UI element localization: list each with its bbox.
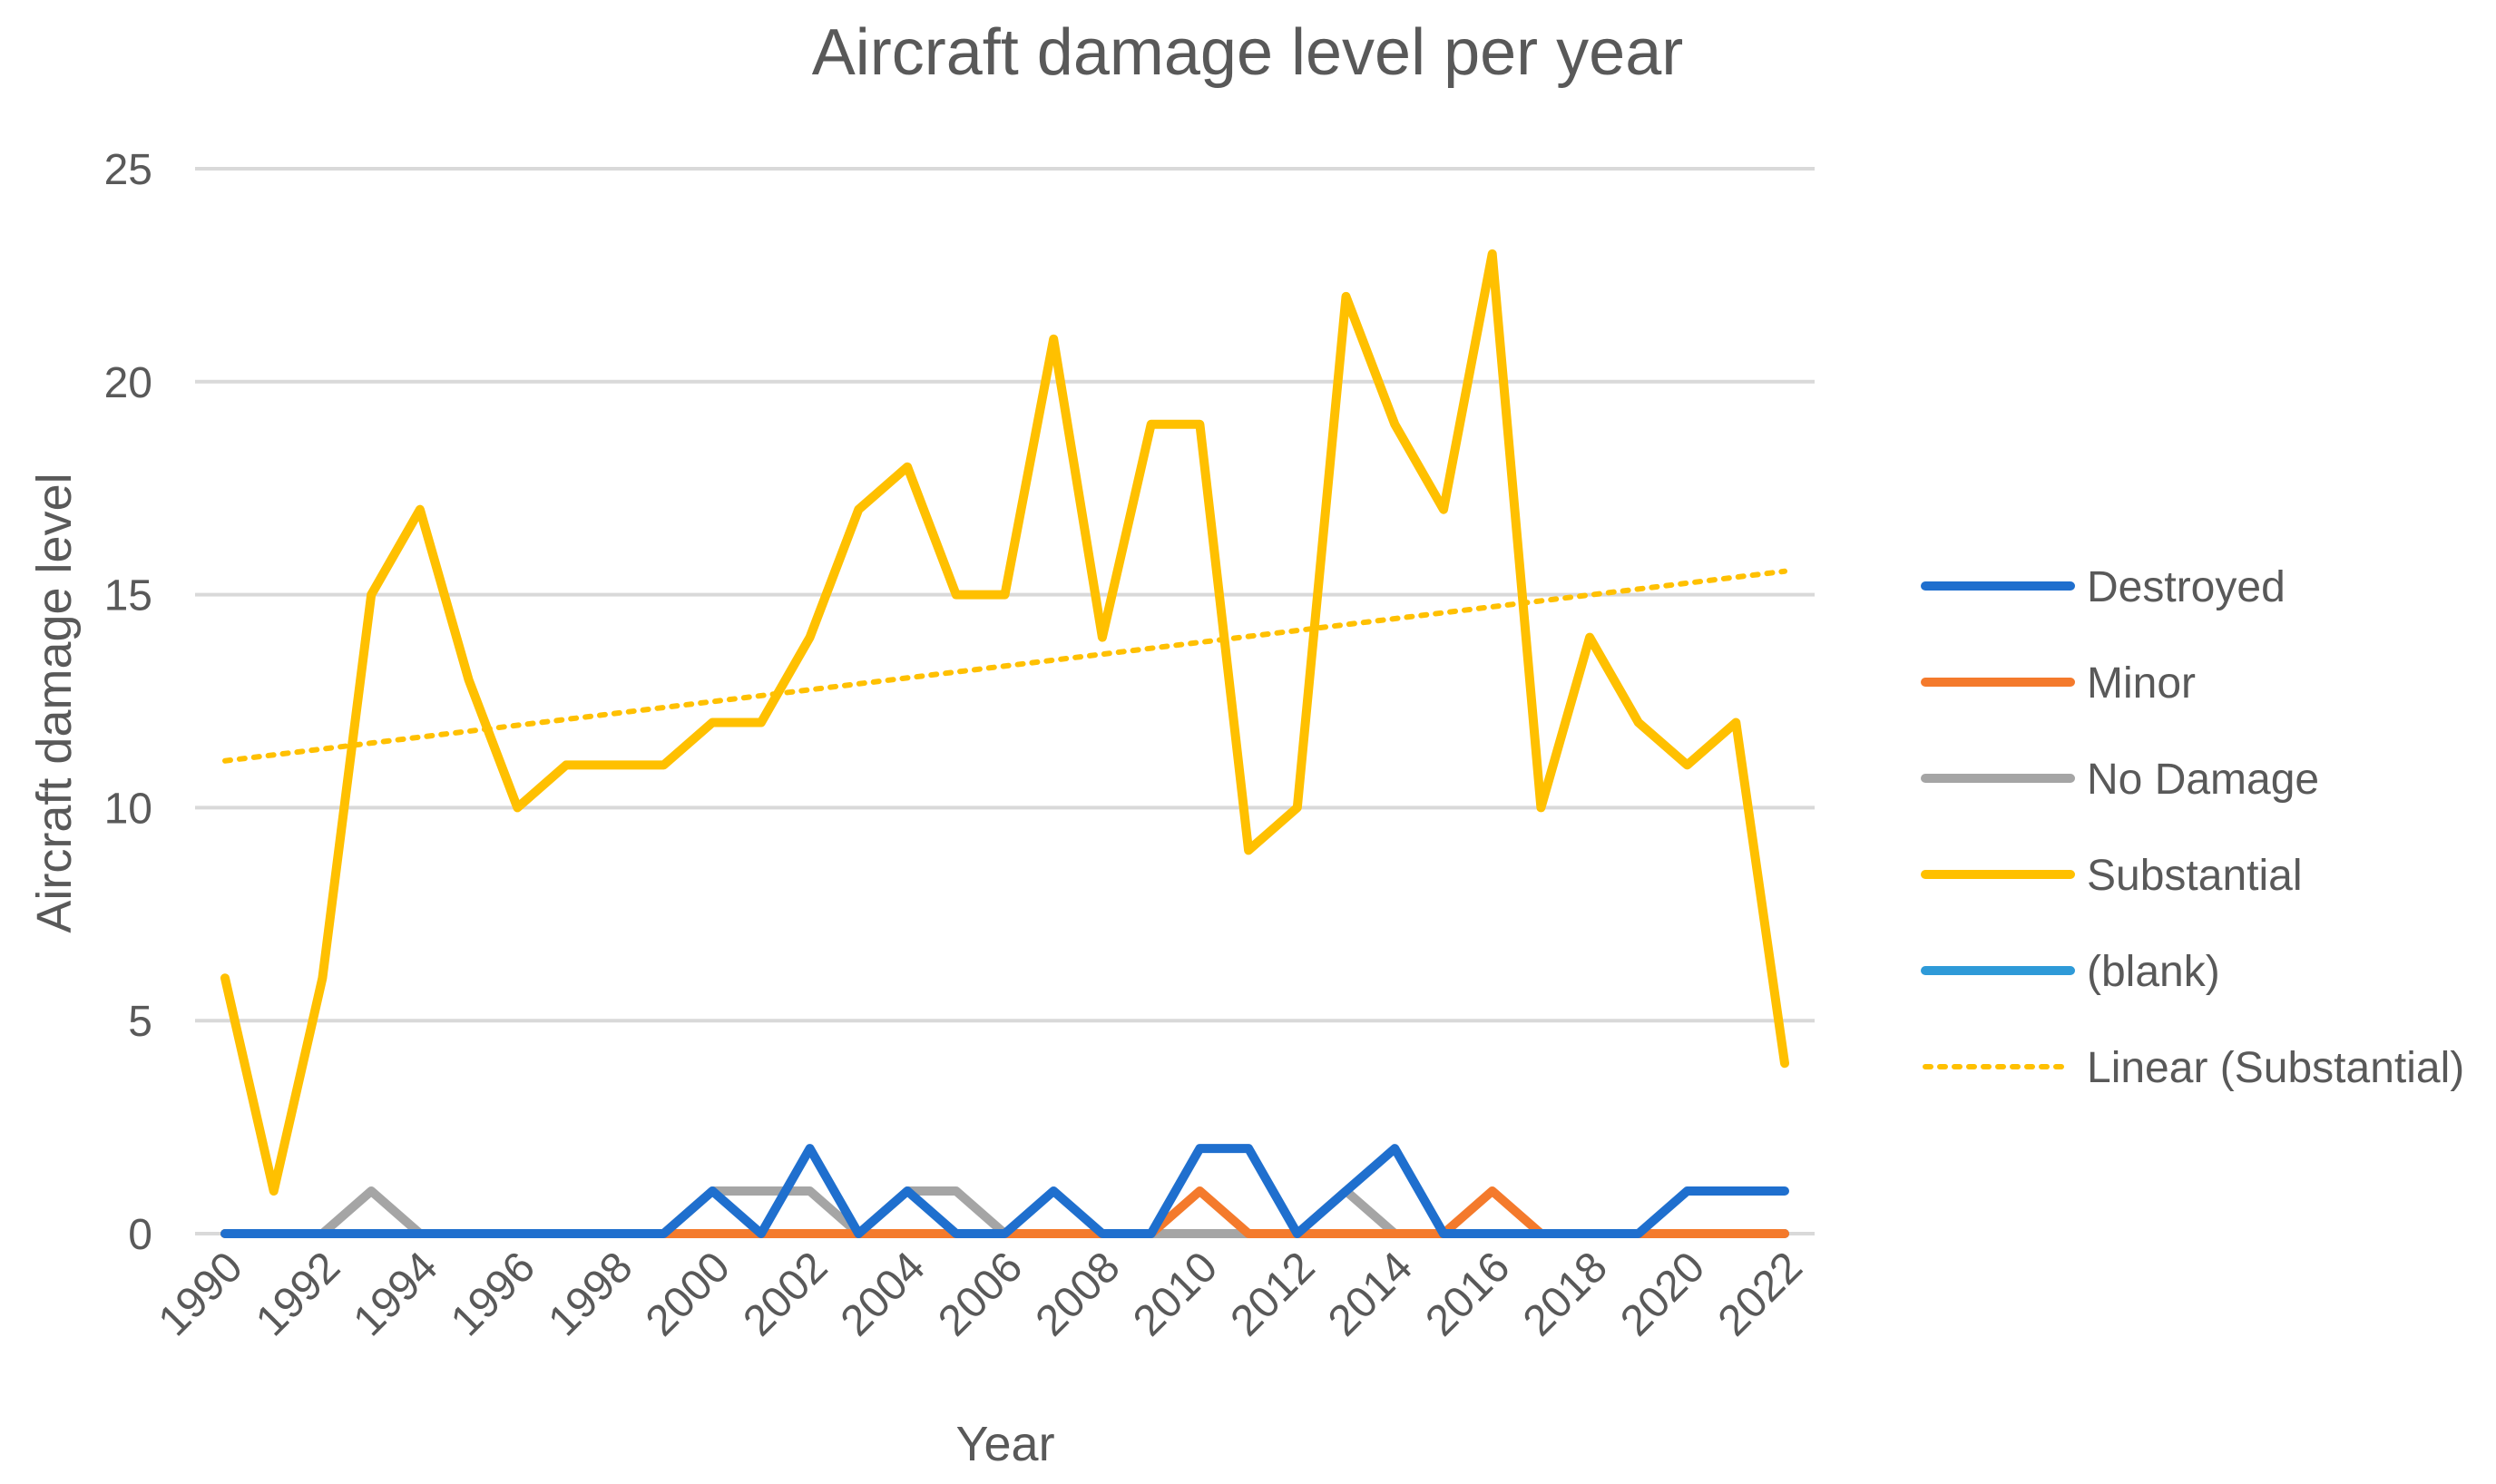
x-tick-label: 1998 <box>540 1243 642 1345</box>
y-tick-label: 0 <box>128 1211 152 1259</box>
legend-label: (blank) <box>2087 948 2220 996</box>
x-tick-label: 1994 <box>345 1243 447 1345</box>
legend-item-no-damage: No Damage <box>1921 756 2319 804</box>
legend-label: Linear (Substantial) <box>2087 1044 2464 1092</box>
x-tick-label: 2008 <box>1027 1243 1130 1345</box>
x-tick-label: 2004 <box>832 1243 935 1345</box>
legend: Destroyed Minor No Damage Substantial (blank… <box>1921 563 2464 1092</box>
x-axis-title: Year <box>955 1417 1054 1471</box>
legend-label: No Damage <box>2087 756 2319 804</box>
x-tick-label: 2010 <box>1124 1243 1227 1345</box>
x-tick-label: 2002 <box>734 1243 837 1345</box>
x-tick-label: 1990 <box>150 1243 252 1345</box>
legend-item-minor: Minor <box>1921 659 2196 708</box>
legend-label: Minor <box>2087 659 2196 708</box>
y-axis-title: Aircraft damage level <box>27 473 82 932</box>
x-tick-label: 1996 <box>442 1243 544 1345</box>
series-line-substantial <box>220 249 1789 1196</box>
series-lines <box>220 249 1789 1238</box>
y-tick-label: 10 <box>104 785 152 833</box>
y-tick-label: 15 <box>104 572 152 620</box>
x-tick-label: 2022 <box>1709 1243 1812 1345</box>
series-line-minor <box>220 1186 1789 1238</box>
series-line-destroyed <box>220 1144 1789 1238</box>
legend-item-linear-substantial: Linear (Substantial) <box>1923 1044 2464 1092</box>
chart-title: Aircraft damage level per year <box>812 16 1683 89</box>
y-axis-ticks: 0 5 10 15 20 25 <box>104 146 152 1259</box>
x-tick-label: 2016 <box>1416 1243 1519 1345</box>
y-tick-label: 5 <box>128 998 152 1046</box>
x-axis-ticks: 1990199219941996199820002002200420062008… <box>150 1243 1812 1345</box>
y-tick-label: 25 <box>104 146 152 194</box>
y-tick-label: 20 <box>104 359 152 407</box>
x-tick-label: 2000 <box>637 1243 739 1345</box>
legend-label: Substantial <box>2087 852 2303 900</box>
x-tick-label: 2014 <box>1319 1243 1422 1345</box>
x-tick-label: 2006 <box>929 1243 1032 1345</box>
legend-item-destroyed: Destroyed <box>1921 563 2286 611</box>
x-tick-label: 1992 <box>247 1243 349 1345</box>
legend-item-blank: (blank) <box>1921 948 2220 996</box>
trendline-linear-substantial <box>222 568 1787 764</box>
legend-item-substantial: Substantial <box>1921 852 2303 900</box>
x-tick-label: 2020 <box>1611 1243 1714 1345</box>
legend-label: Destroyed <box>2087 563 2286 611</box>
series-line-no-damage <box>220 1186 1789 1238</box>
trendline-layer <box>222 568 1787 764</box>
x-tick-label: 2018 <box>1514 1243 1617 1345</box>
x-tick-label: 2012 <box>1222 1243 1325 1345</box>
